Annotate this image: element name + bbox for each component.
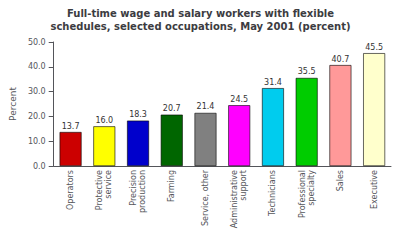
svg-text:specialty: specialty xyxy=(307,170,316,206)
svg-text:Protective: Protective xyxy=(95,170,104,210)
svg-text:Full-time wage and salary work: Full-time wage and salary workers with f… xyxy=(67,8,334,19)
svg-text:30.0: 30.0 xyxy=(28,87,46,96)
svg-text:production: production xyxy=(138,170,147,213)
svg-text:schedules, selected occupation: schedules, selected occupations, May 200… xyxy=(50,21,350,32)
svg-text:10.0: 10.0 xyxy=(28,137,46,146)
svg-text:Professional: Professional xyxy=(298,170,307,218)
svg-text:31.4: 31.4 xyxy=(264,78,282,87)
svg-text:Farming: Farming xyxy=(167,170,176,202)
svg-text:18.3: 18.3 xyxy=(129,110,147,119)
svg-text:0.0: 0.0 xyxy=(33,162,46,171)
svg-text:Precision: Precision xyxy=(129,170,138,206)
svg-text:45.5: 45.5 xyxy=(365,43,383,52)
svg-text:Percent: Percent xyxy=(8,87,18,121)
svg-text:Technicians: Technicians xyxy=(268,170,277,217)
svg-text:Sales: Sales xyxy=(336,170,345,191)
svg-text:21.4: 21.4 xyxy=(197,102,215,111)
svg-text:Administrative: Administrative xyxy=(230,170,239,228)
svg-text:24.5: 24.5 xyxy=(230,95,248,104)
svg-text:35.5: 35.5 xyxy=(298,67,316,76)
svg-text:13.7: 13.7 xyxy=(62,122,80,131)
svg-text:support: support xyxy=(239,170,248,201)
svg-text:40.0: 40.0 xyxy=(28,62,46,71)
svg-text:20.0: 20.0 xyxy=(28,112,46,121)
svg-text:20.7: 20.7 xyxy=(163,104,181,113)
svg-text:Operators: Operators xyxy=(66,170,75,210)
svg-text:Executive: Executive xyxy=(370,170,379,209)
svg-text:16.0: 16.0 xyxy=(95,116,113,125)
svg-text:Service, other: Service, other xyxy=(201,169,210,226)
svg-text:40.7: 40.7 xyxy=(332,55,350,64)
svg-text:service: service xyxy=(104,170,113,199)
svg-text:50.0: 50.0 xyxy=(28,38,46,47)
